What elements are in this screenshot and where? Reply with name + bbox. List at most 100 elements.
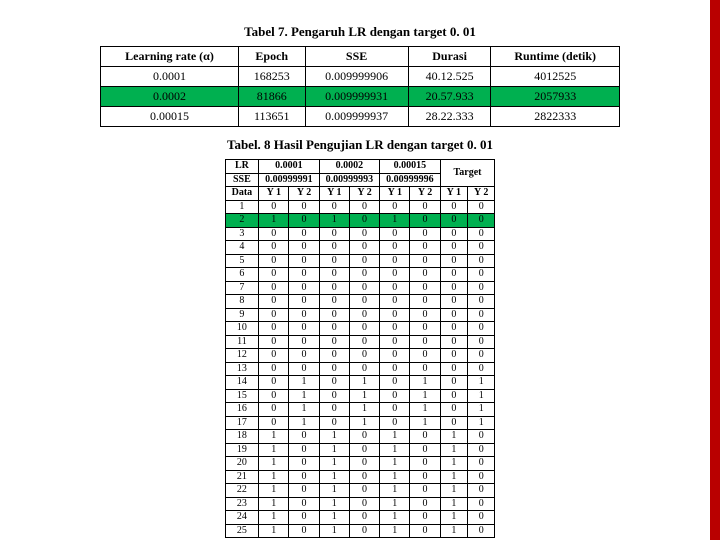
table8-cell: 0 [319, 254, 349, 268]
table8-cell: 0 [440, 349, 467, 363]
table-row: 1501010101 [225, 389, 495, 403]
table8-cell: 1 [319, 443, 349, 457]
table8-header-cell: Y 1 [440, 187, 467, 201]
table8-cell: 0 [380, 200, 410, 214]
table8-cell: 0 [319, 349, 349, 363]
table8-cell: 0 [380, 389, 410, 403]
table8-cell: 0 [410, 524, 440, 538]
table7-cell: 0.009999937 [305, 107, 408, 127]
table-row: 100000000 [225, 200, 495, 214]
table8-cell: 0 [319, 322, 349, 336]
table8-cell: 0 [289, 524, 319, 538]
table8-cell: 0 [440, 389, 467, 403]
table-row: 300000000 [225, 227, 495, 241]
table8-cell: 0 [289, 281, 319, 295]
table8-rownum: 17 [225, 416, 259, 430]
table8-cell: 0 [440, 308, 467, 322]
table8-header-cell: Y 2 [349, 187, 379, 201]
table-row: 400000000 [225, 241, 495, 255]
table8-cell: 0 [349, 457, 379, 471]
table8-cell: 0 [410, 322, 440, 336]
table8-header-cell: 0.00999991 [259, 173, 320, 187]
table8-cell: 0 [259, 308, 289, 322]
table8-cell: 0 [410, 308, 440, 322]
table8-cell: 0 [468, 335, 495, 349]
table8-cell: 1 [380, 457, 410, 471]
table8-rownum: 10 [225, 322, 259, 336]
table8-cell: 0 [380, 295, 410, 309]
table8-cell: 1 [349, 376, 379, 390]
table7-cell: 0.0002 [101, 87, 239, 107]
table8-rownum: 18 [225, 430, 259, 444]
table8-cell: 0 [259, 389, 289, 403]
table8-rownum: 24 [225, 511, 259, 525]
table8-cell: 0 [380, 254, 410, 268]
table-row: 1000000000 [225, 322, 495, 336]
table8-rownum: 3 [225, 227, 259, 241]
table8-rownum: 16 [225, 403, 259, 417]
table8-cell: 0 [440, 254, 467, 268]
table-row: 0.0002818660.00999993120.57.9332057933 [101, 87, 620, 107]
table8-cell: 0 [319, 376, 349, 390]
table8-header-cell: Y 1 [380, 187, 410, 201]
table8-cell: 0 [319, 200, 349, 214]
table8-cell: 0 [380, 308, 410, 322]
table7: Learning rate (α)EpochSSEDurasiRuntime (… [100, 46, 620, 127]
table-row: 800000000 [225, 295, 495, 309]
table8-cell: 0 [259, 403, 289, 417]
table8-header-cell: Y 1 [259, 187, 289, 201]
table8-cell: 0 [349, 268, 379, 282]
table8-cell: 0 [289, 511, 319, 525]
table-row: 1300000000 [225, 362, 495, 376]
table8-cell: 0 [468, 281, 495, 295]
table7-cell: 0.009999931 [305, 87, 408, 107]
table8-cell: 1 [319, 470, 349, 484]
table8-cell: 0 [410, 349, 440, 363]
table8-rownum: 13 [225, 362, 259, 376]
table8-cell: 1 [349, 416, 379, 430]
table8-cell: 0 [410, 470, 440, 484]
table8-cell: 0 [440, 227, 467, 241]
table8-cell: 0 [319, 227, 349, 241]
table8-cell: 1 [319, 484, 349, 498]
table7-cell: 113651 [239, 107, 306, 127]
table8-cell: 0 [289, 430, 319, 444]
table8-cell: 1 [319, 214, 349, 228]
table8-cell: 1 [440, 457, 467, 471]
table8-cell: 0 [259, 322, 289, 336]
table8-cell: 0 [410, 430, 440, 444]
table8-header-cell: 0.00999993 [319, 173, 380, 187]
table-row: 0.00011682530.00999990640.12.5254012525 [101, 67, 620, 87]
table8-cell: 0 [289, 254, 319, 268]
table8-cell: 0 [380, 376, 410, 390]
table8-cell: 0 [349, 322, 379, 336]
table8-rownum: 23 [225, 497, 259, 511]
table8-cell: 0 [289, 214, 319, 228]
table8-cell: 0 [468, 457, 495, 471]
table7-caption: Tabel 7. Pengaruh LR dengan target 0. 01 [60, 24, 660, 40]
table8-rownum: 2 [225, 214, 259, 228]
table8-cell: 0 [410, 254, 440, 268]
table8-cell: 0 [289, 308, 319, 322]
table8-cell: 0 [349, 443, 379, 457]
table7-cell: 4012525 [491, 67, 620, 87]
table-row: 1810101010 [225, 430, 495, 444]
table8-cell: 0 [380, 335, 410, 349]
table8-cell: 0 [289, 295, 319, 309]
table-row: 2210101010 [225, 484, 495, 498]
table-row: 2410101010 [225, 511, 495, 525]
table8-cell: 0 [319, 241, 349, 255]
table-row: 0.000151136510.00999993728.22.3332822333 [101, 107, 620, 127]
table8-cell: 1 [380, 511, 410, 525]
table8-cell: 0 [289, 470, 319, 484]
table8-cell: 0 [380, 241, 410, 255]
table8-rownum: 12 [225, 349, 259, 363]
table8-cell: 0 [468, 295, 495, 309]
table8-cell: 0 [259, 349, 289, 363]
table8-cell: 0 [380, 349, 410, 363]
table8-cell: 0 [468, 268, 495, 282]
table7-cell: 40.12.525 [408, 67, 491, 87]
table8-cell: 0 [319, 281, 349, 295]
table8-cell: 0 [380, 281, 410, 295]
table8-cell: 1 [468, 403, 495, 417]
